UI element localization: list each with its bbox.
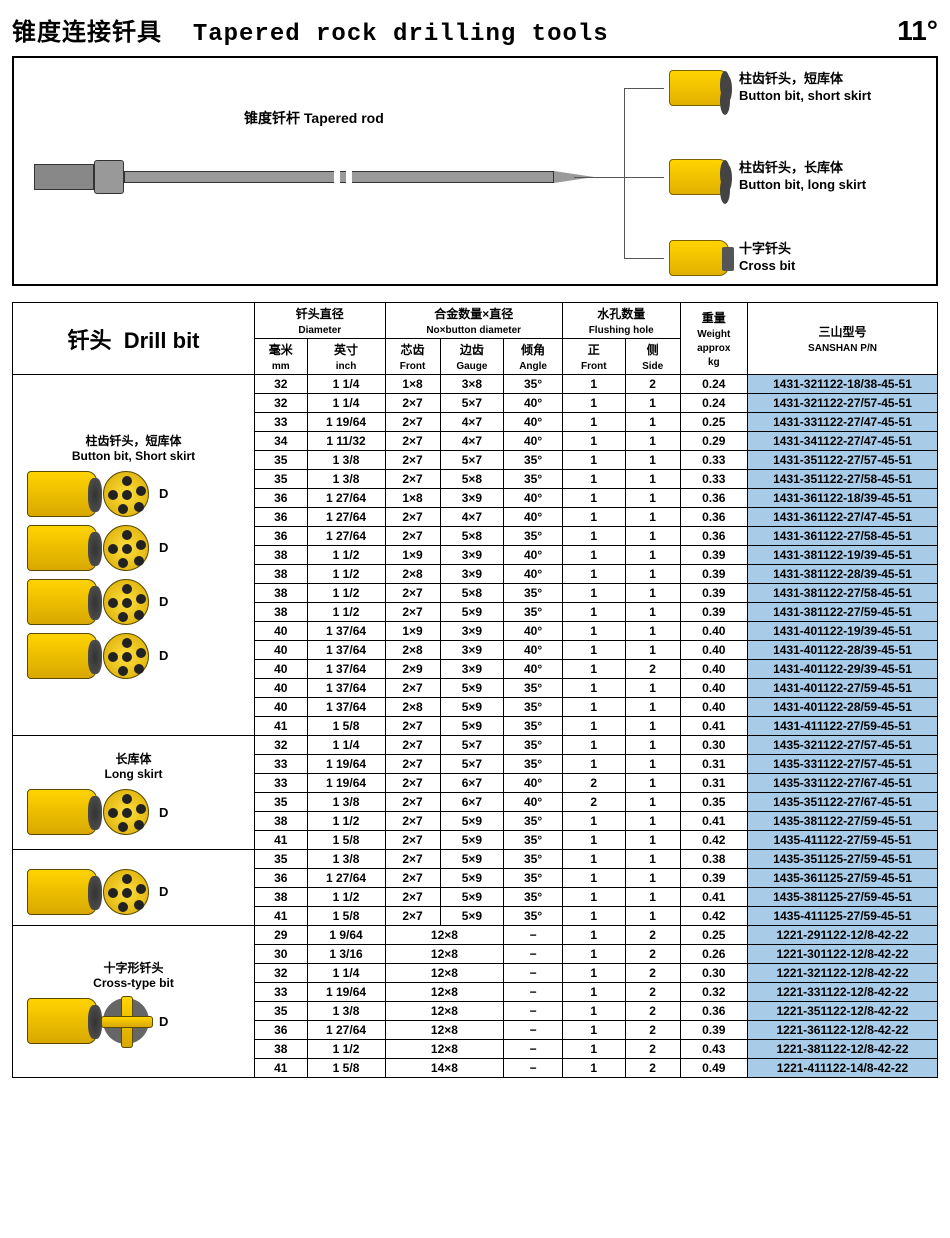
diagram-bit-cross: 十字钎头Cross bit [669,240,795,276]
taper-angle: 11° [897,15,938,47]
button-bit-icon [669,159,729,195]
group-image-cell: 十字形钎头Cross-type bitD [13,926,255,1078]
diagram-bit-long: 柱齿钎头，长库体Button bit, long skirt [669,159,866,195]
group-image-cell: 柱齿钎头，短库体Button bit, Short skirtDDDD [13,375,255,736]
tapered-rod-graphic [34,168,594,186]
table-row: 长库体Long skirtD321 1/42×75×735°110.301435… [13,736,938,755]
table-header: 钎头 Drill bit 钎头直径Diameter 合金数量×直径No×butt… [13,303,938,375]
table-row: 十字形钎头Cross-type bitD291 9/6412×8−120.251… [13,926,938,945]
diagram-bit-short: 柱齿钎头，短库体Button bit, short skirt [669,70,871,106]
group-image-cell: D [13,850,255,926]
rod-label: 锥度钎杆 Tapered rod [244,108,384,128]
table-row: D351 3/82×75×935°110.381435-351125-27/59… [13,850,938,869]
diagram-panel: 锥度钎杆 Tapered rod 柱齿钎头，短库体Button bit, sho… [12,56,938,286]
page-title: 锥度连接钎具 Tapered rock drilling tools [12,12,609,48]
drill-bit-table: 钎头 Drill bit 钎头直径Diameter 合金数量×直径No×butt… [12,302,938,1078]
cross-bit-icon [669,240,729,276]
page-header: 锥度连接钎具 Tapered rock drilling tools 11° [12,12,938,48]
button-bit-icon [669,70,729,106]
table-row: 柱齿钎头，短库体Button bit, Short skirtDDDD321 1… [13,375,938,394]
group-image-cell: 长库体Long skirtD [13,736,255,850]
